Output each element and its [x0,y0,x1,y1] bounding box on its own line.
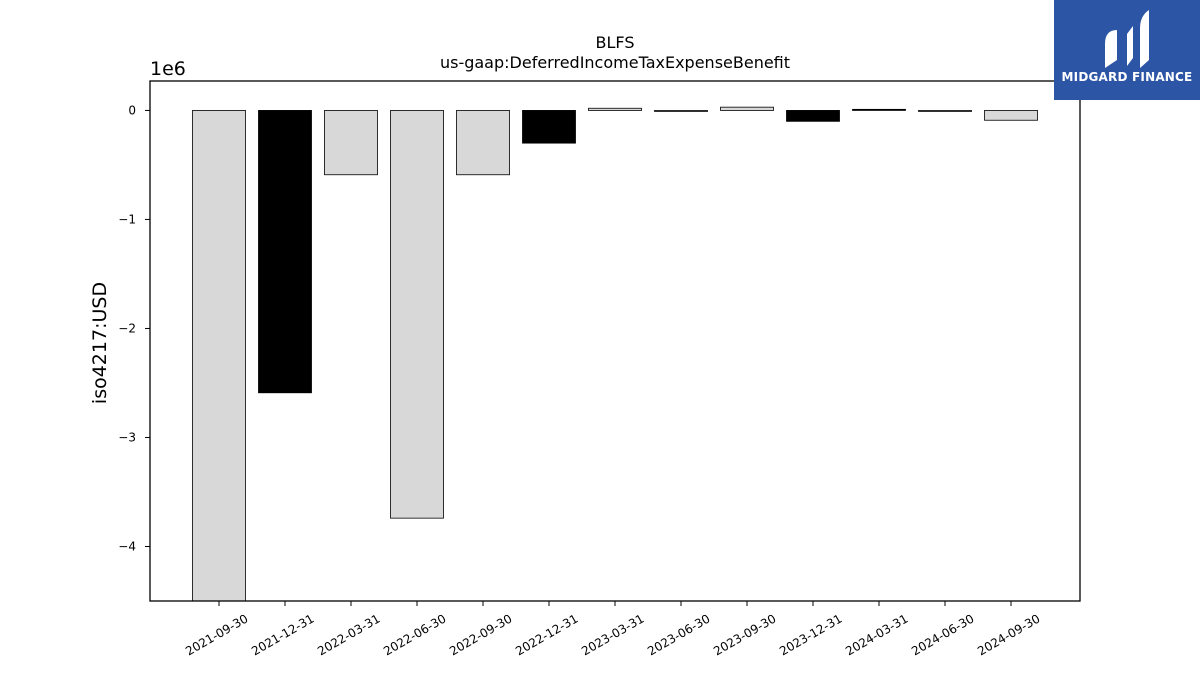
bar-2021-09-30 [192,110,246,602]
x-tick-label: 2022-06-30 [381,611,448,658]
x-tick-label: 2022-12-31 [513,611,580,658]
x-tick-label: 2021-12-31 [249,611,316,658]
brand-logo: MIDGARD FINANCE [1054,0,1200,100]
y-tick-label: 0 [128,103,136,117]
logo-text: MIDGARD FINANCE [1061,70,1193,84]
x-tick-label: 2024-03-31 [843,611,910,658]
plot-frame [149,80,1081,602]
chart-title: BLFS [596,33,635,52]
x-tick-label: 2021-09-30 [183,611,250,658]
x-tick-label: 2023-09-30 [711,611,778,658]
bar-2021-12-31 [258,110,312,394]
y-offset-text: 1e6 [150,58,186,80]
x-tick-label: 2023-03-31 [579,611,646,658]
x-tick-label: 2022-09-30 [447,611,514,658]
y-axis-label: iso4217:USD [89,282,111,404]
chart-subtitle: us-gaap:DeferredIncomeTaxExpenseBenefit [440,53,790,72]
y-ticks-group: 0 −1 −2 −3 −4 [118,103,150,553]
bar-2024-06-30 [918,110,972,112]
logo-mark-icon [1105,10,1149,68]
y-tick-label: −1 [118,212,136,226]
bars-group [192,106,1038,602]
bar-2022-09-30 [456,110,510,176]
x-tick-label: 2022-03-31 [315,611,382,658]
bar-2023-03-31 [588,107,642,111]
x-tick-label: 2024-06-30 [909,611,976,658]
bar-2023-12-31 [786,110,840,122]
y-tick-label: −2 [118,321,136,335]
x-tick-label: 2023-06-30 [645,611,712,658]
y-tick-label: −3 [118,430,136,444]
x-ticks-group: 2021-09-302021-12-312022-03-312022-06-30… [183,601,1043,658]
bar-2023-09-30 [720,106,774,111]
x-tick-label: 2023-12-31 [777,611,844,658]
bar-2024-09-30 [984,110,1038,121]
x-tick-label: 2024-09-30 [975,611,1042,658]
y-tick-label: −4 [118,539,136,553]
bar-2022-06-30 [390,110,444,519]
bar-2023-06-30 [654,110,708,112]
bar-2022-12-31 [522,110,576,144]
bar-2024-03-31 [852,108,906,111]
bar-2022-03-31 [324,110,378,176]
